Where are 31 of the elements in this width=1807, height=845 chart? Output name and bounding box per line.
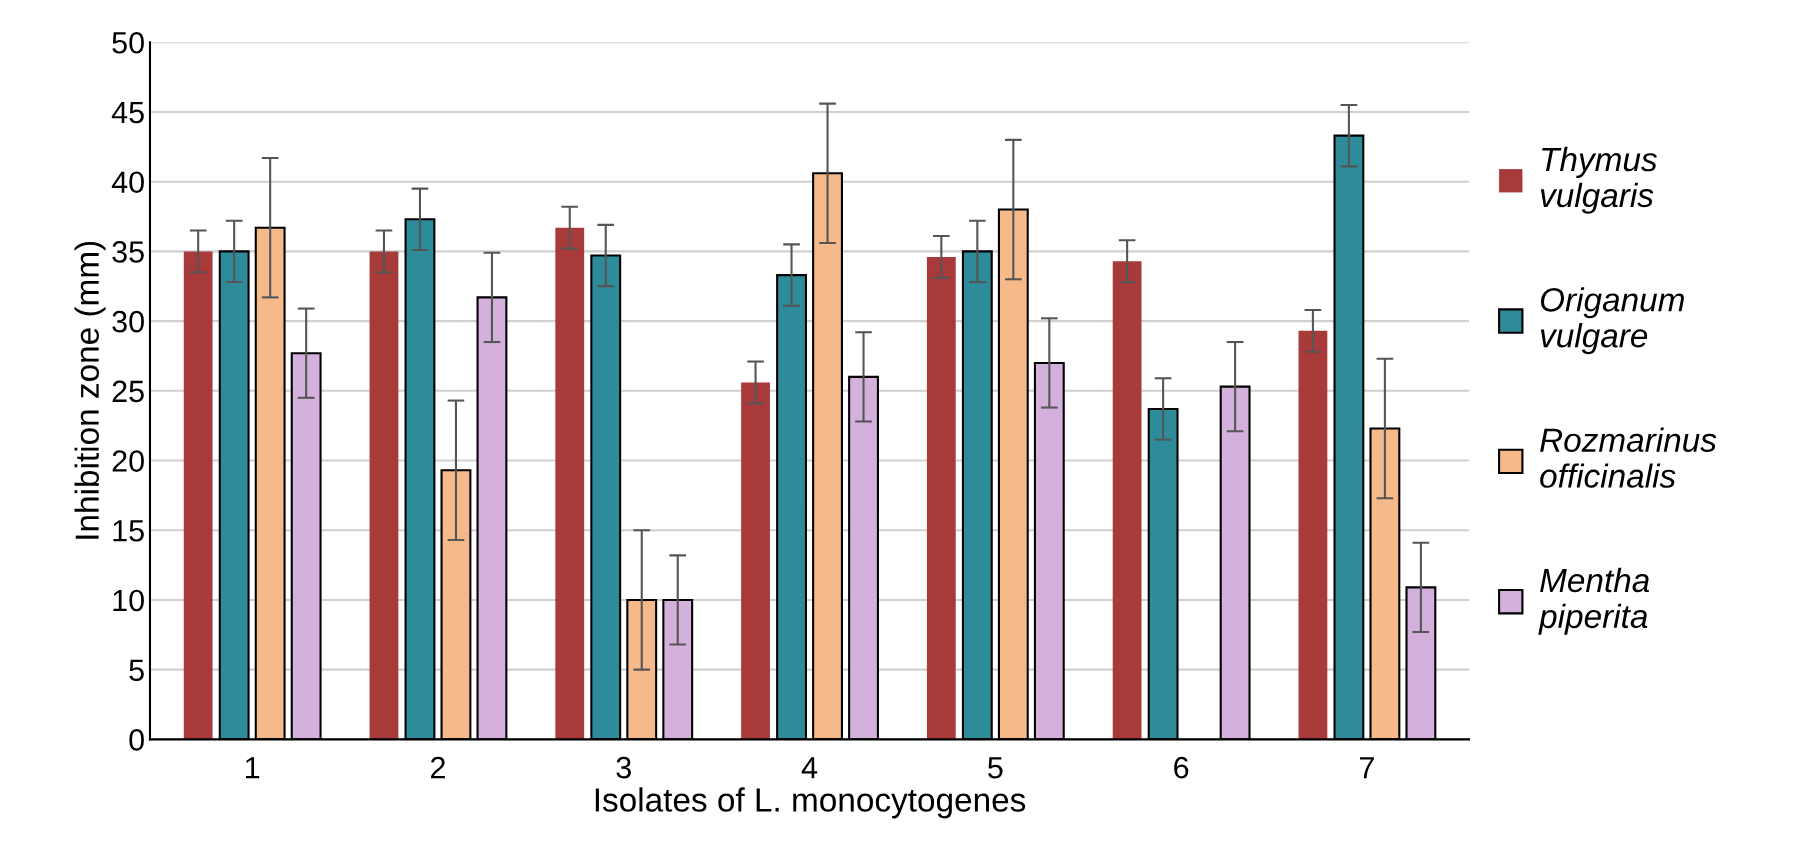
legend-label: Rozmarinus officinalis: [1540, 427, 1717, 488]
bar: [369, 251, 399, 740]
x-axis-title: Isolates of L. monocytogenes: [595, 787, 1026, 819]
x-tick-label: 6: [1174, 756, 1189, 779]
legend-label: Origanum vulgare: [1540, 287, 1684, 355]
y-tick-label: 10: [113, 589, 144, 612]
y-tick-label: 30: [112, 310, 144, 333]
legend-label: Mentha piperita: [1538, 567, 1650, 635]
y-tick-label: 50: [112, 31, 144, 54]
y-tick-label: 25: [112, 380, 144, 403]
bar: [555, 227, 585, 740]
x-tick-label: 4: [801, 757, 818, 779]
bar: [183, 251, 213, 740]
legend-label: Thymus vulgaris: [1540, 146, 1657, 214]
y-axis-title: Inhibition zone (mm): [74, 241, 106, 539]
bar: [1298, 330, 1328, 740]
bar: [1112, 261, 1142, 740]
y-tick-label: 0: [129, 729, 144, 751]
bar: [741, 382, 770, 740]
y-tick-label: 5: [129, 659, 144, 682]
x-tick-label: 2: [431, 756, 445, 779]
y-tick-label: 45: [111, 102, 144, 124]
y-tick-label: 15: [113, 520, 144, 542]
x-tick-label: 3: [616, 756, 631, 779]
y-tick-label: 20: [112, 450, 144, 472]
x-tick-label: 5: [988, 757, 1003, 779]
x-tick-label: 7: [1359, 757, 1374, 779]
x-tick-label: 1: [246, 757, 260, 779]
y-tick-label: 40: [111, 171, 144, 194]
bar: [926, 256, 956, 740]
y-tick-label: 35: [112, 241, 144, 263]
